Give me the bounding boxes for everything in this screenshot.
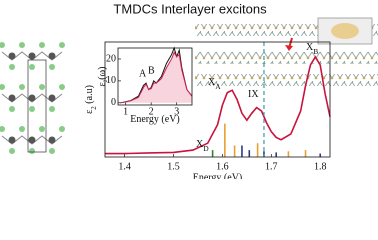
y-axis-label-part: 2 [104,79,109,82]
annotation-part: IX [248,89,259,100]
x-tick-label: 1.8 [314,161,327,172]
annotation: XD [196,139,209,153]
layer-structure [195,17,378,86]
annotation: XB [306,42,318,56]
crystal-structure [0,42,66,155]
annotation-part: B [313,47,318,56]
annotation-part: A [215,82,221,91]
figure: TMDCs Interlayer excitons 1.4 1.5 1.6 1.7 1.… [0,1,378,179]
y-axis-label-part: ε [84,110,95,114]
y-axis-label-part: 2 [90,106,98,110]
y-axis-label: ε2 (a.u) [84,85,97,114]
y-axis-label-part: ε [97,82,108,86]
line-series [105,55,331,155]
annotation-part: X [306,42,314,53]
annotation-part: D [203,144,209,153]
annotation: A [139,68,147,79]
y-axis-label: ε2(ω) [97,67,108,87]
plot-frame [104,41,331,158]
x-axis-label: Energy (eV) [193,172,243,179]
x-tick-label: 2 [149,106,154,117]
figure-title: TMDCs Interlayer excitons [113,1,267,16]
annotation: IX [248,89,259,100]
y-axis-label-part: (ω) [97,67,108,80]
y-axis-label-part: (a.u) [84,85,95,106]
x-tick-label: 1.7 [265,161,278,172]
annotation: XA [208,77,221,91]
x-tick-label: 1.5 [167,161,180,172]
plot-frame [117,47,193,106]
x-axis-label: Energy (eV) [130,114,180,125]
area-shade [120,52,192,103]
annotation-part: X [208,77,216,88]
x-tick-label: 1.6 [216,161,229,172]
x-tick-label: 1 [123,106,128,117]
line-series [120,51,193,104]
annotation: B [148,65,155,76]
y-tick-label: 10 [106,75,116,86]
y-tick-label: 0 [111,97,116,108]
y-tick-label: 20 [106,53,116,64]
annotation-part: X [196,139,204,150]
x-tick-label: 3 [174,106,179,117]
x-tick-label: 1.4 [118,161,131,172]
